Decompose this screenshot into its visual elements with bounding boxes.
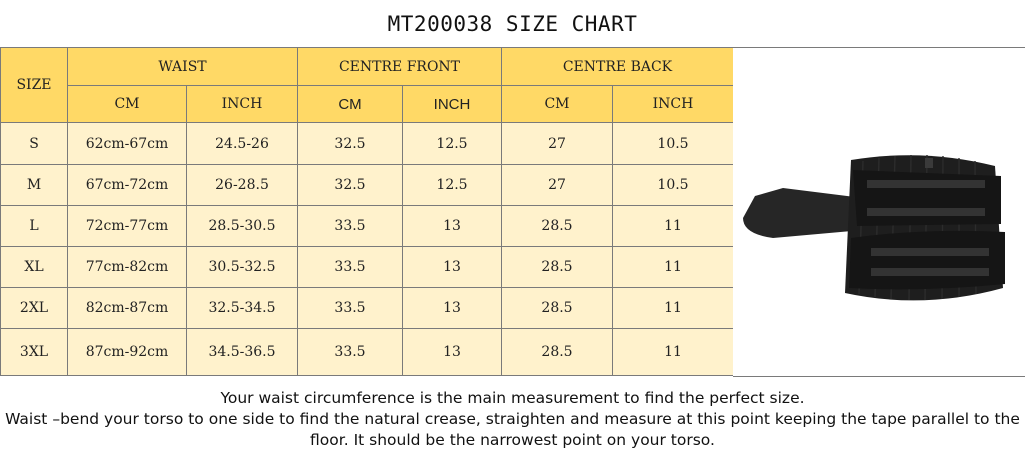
cell-waist-inch: 34.5-36.5 xyxy=(186,328,298,376)
cell-cf-cm: 33.5 xyxy=(297,287,403,329)
table-row: S 62cm-67cm 24.5-26 32.5 12.5 27 10.5 xyxy=(0,122,734,165)
table-row: M 67cm-72cm 26-28.5 32.5 12.5 27 10.5 xyxy=(0,164,734,206)
cell-waist-cm: 67cm-72cm xyxy=(67,164,187,206)
table-row: L 72cm-77cm 28.5-30.5 33.5 13 28.5 11 xyxy=(0,205,734,247)
header-waist: WAIST xyxy=(67,47,298,86)
cell-cb-cm: 28.5 xyxy=(501,205,613,247)
table-row: 3XL 87cm-92cm 34.5-36.5 33.5 13 28.5 11 xyxy=(0,328,734,376)
waist-trainer-image xyxy=(743,154,1005,301)
chart-title: MT200038 SIZE CHART xyxy=(387,12,638,36)
cell-size: 2XL xyxy=(0,287,68,329)
table-row: XL 77cm-82cm 30.5-32.5 33.5 13 28.5 11 xyxy=(0,246,734,288)
cell-cf-inch: 13 xyxy=(402,246,502,288)
cell-cf-inch: 13 xyxy=(402,328,502,376)
cell-size: S xyxy=(0,122,68,165)
header-size: SIZE xyxy=(0,47,68,123)
header-centre-back: CENTRE BACK xyxy=(501,47,734,86)
cell-cb-inch: 10.5 xyxy=(612,164,734,206)
header-centre-front: CENTRE FRONT xyxy=(297,47,502,86)
cell-cf-inch: 13 xyxy=(402,205,502,247)
cell-cb-inch: 10.5 xyxy=(612,122,734,165)
product-image-panel xyxy=(733,47,1025,377)
cell-waist-inch: 26-28.5 xyxy=(186,164,298,206)
cell-cb-inch: 11 xyxy=(612,205,734,247)
header-waist-cm: CM xyxy=(67,85,187,123)
table-row: 2XL 82cm-87cm 32.5-34.5 33.5 13 28.5 11 xyxy=(0,287,734,329)
cell-cb-cm: 28.5 xyxy=(501,328,613,376)
cell-cb-inch: 11 xyxy=(612,287,734,329)
cell-waist-cm: 87cm-92cm xyxy=(67,328,187,376)
note-line: Your waist circumference is the main mea… xyxy=(220,389,805,407)
size-chart-table: SIZE WAIST CENTRE FRONT CENTRE BACK CM I… xyxy=(0,47,734,376)
cell-cf-cm: 33.5 xyxy=(297,205,403,247)
cell-waist-cm: 72cm-77cm xyxy=(67,205,187,247)
cell-waist-cm: 82cm-87cm xyxy=(67,287,187,329)
header-cf-inch: INCH xyxy=(402,85,502,123)
cell-cb-cm: 28.5 xyxy=(501,287,613,329)
header-cb-inch: INCH xyxy=(612,85,734,123)
cell-waist-inch: 30.5-32.5 xyxy=(186,246,298,288)
cell-cf-inch: 12.5 xyxy=(402,164,502,206)
cell-waist-inch: 24.5-26 xyxy=(186,122,298,165)
cell-waist-cm: 77cm-82cm xyxy=(67,246,187,288)
cell-cf-cm: 32.5 xyxy=(297,164,403,206)
cell-cb-cm: 27 xyxy=(501,122,613,165)
header-cf-cm: CM xyxy=(297,85,403,123)
cell-cf-inch: 13 xyxy=(402,287,502,329)
cell-waist-inch: 32.5-34.5 xyxy=(186,287,298,329)
cell-cb-cm: 27 xyxy=(501,164,613,206)
cell-size: L xyxy=(0,205,68,247)
cell-cf-cm: 32.5 xyxy=(297,122,403,165)
header-row-2: CM INCH CM INCH CM INCH xyxy=(1,85,734,123)
header-waist-inch: INCH xyxy=(186,85,298,123)
cell-size: XL xyxy=(0,246,68,288)
cell-waist-inch: 28.5-30.5 xyxy=(186,205,298,247)
cell-size: M xyxy=(0,164,68,206)
note-line: floor. It should be the narrowest point … xyxy=(310,431,715,449)
cell-waist-cm: 62cm-67cm xyxy=(67,122,187,165)
measurement-notes: Your waist circumference is the main mea… xyxy=(0,388,1025,451)
cell-cf-inch: 12.5 xyxy=(402,122,502,165)
header-row-1: SIZE WAIST CENTRE FRONT CENTRE BACK xyxy=(0,47,734,123)
note-line: Waist –bend your torso to one side to fi… xyxy=(5,410,1020,428)
cell-cb-inch: 11 xyxy=(612,246,734,288)
cell-cf-cm: 33.5 xyxy=(297,246,403,288)
cell-cb-inch: 11 xyxy=(612,328,734,376)
cell-cf-cm: 33.5 xyxy=(297,328,403,376)
header-cb-cm: CM xyxy=(501,85,613,123)
cell-cb-cm: 28.5 xyxy=(501,246,613,288)
cell-size: 3XL xyxy=(0,328,68,376)
